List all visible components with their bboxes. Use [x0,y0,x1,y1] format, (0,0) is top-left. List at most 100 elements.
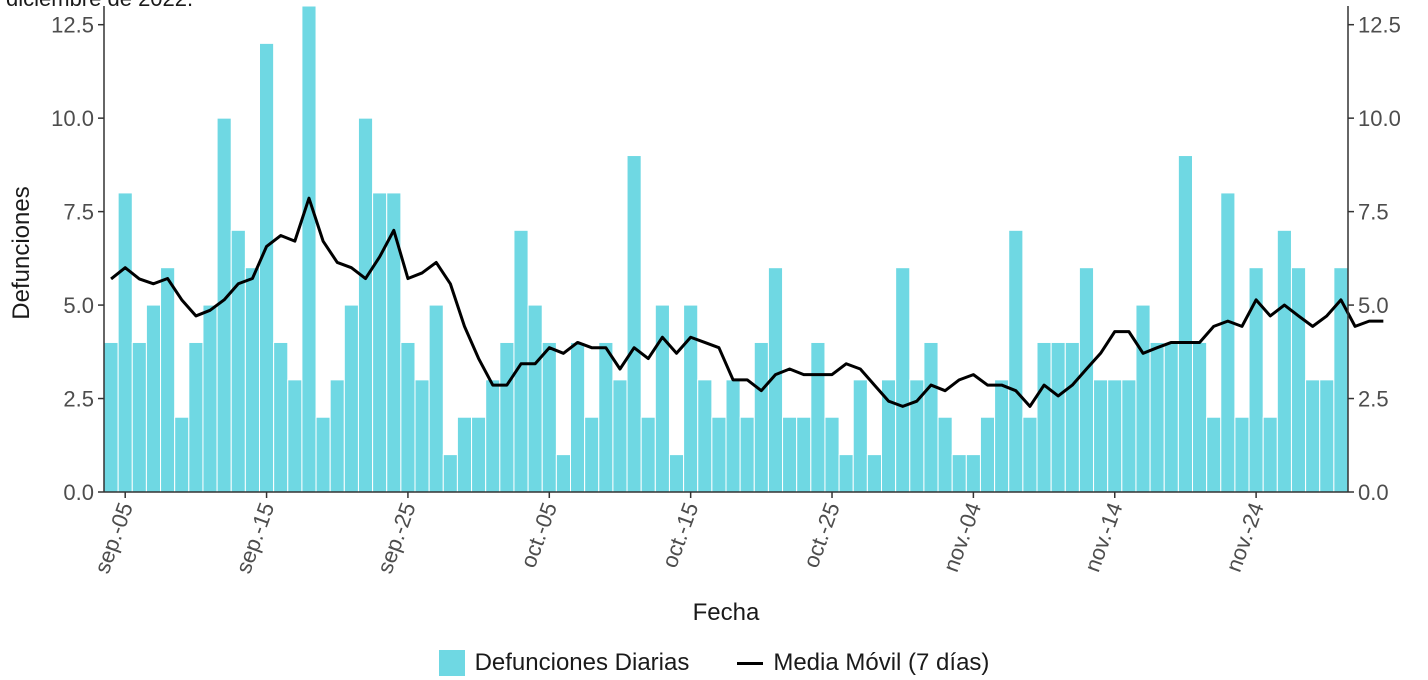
y-tick-label-right: 12.5 [1358,13,1401,38]
bar [1319,379,1335,493]
bar [230,229,246,493]
bar [1276,229,1292,493]
moving-average-line [110,196,1384,408]
bar [824,416,840,493]
bar [994,379,1010,493]
bar [145,304,162,493]
bar [273,341,289,493]
bar [400,341,416,493]
bar [640,416,656,493]
bar [725,379,741,493]
bar [1121,379,1137,493]
moving-average-series [110,196,1384,408]
bar [1305,379,1321,493]
x-tick-label: oct.-05 [515,499,561,571]
bar [711,416,727,493]
bar [1206,416,1222,493]
bar [923,341,939,493]
legend-label-line: Media Móvil (7 días) [773,649,990,676]
bar-series [103,5,1349,493]
bar [937,416,953,493]
legend-swatch-line [737,661,764,665]
bar [301,5,317,493]
y-axis-title: Defunciones [8,186,35,319]
y-tick-label-right: 5.0 [1358,293,1389,318]
bar [485,379,501,493]
bar [372,192,388,493]
bar [259,42,275,493]
bar [541,341,557,493]
bar [796,416,812,493]
bar [1036,341,1052,493]
bar [131,341,147,493]
bar [626,155,642,493]
bar [1290,267,1307,493]
y-tick-label-right: 7.5 [1358,200,1389,225]
legend-item-bars: Defunciones Diarias [438,649,690,677]
y-tick-label-left: 0.0 [63,480,94,505]
bar [1135,304,1151,493]
x-tick-label: sep.-25 [372,499,421,577]
x-tick-label: nov.-04 [938,499,986,575]
bar [852,379,868,493]
bar [697,379,713,493]
bar [1064,341,1080,493]
legend-label-bars: Defunciones Diarias [474,649,690,676]
x-tick-label: nov.-24 [1221,499,1269,575]
bar [1220,192,1236,493]
bar [866,454,882,493]
bar [442,454,458,493]
bar [654,304,670,493]
bar [895,267,911,493]
chart-subtitle: diciembre de 2022. [6,0,193,12]
y-tick-label-left: 10.0 [51,106,94,131]
bar [160,267,176,493]
bar [668,454,685,493]
bar [315,416,331,493]
bar [1177,155,1193,493]
bar [1050,341,1066,493]
legend: Defunciones Diarias Media Móvil (7 días) [0,646,1428,680]
bar [1008,229,1024,493]
bar [357,117,374,493]
bar [1022,416,1038,493]
bar [329,379,345,493]
y-tick-label-left: 5.0 [63,293,94,318]
bar [343,304,359,493]
bar [174,416,190,493]
bar [555,454,571,493]
y-tick-label-right: 0.0 [1358,480,1389,505]
bar [584,416,600,493]
bar [527,304,543,493]
x-axis-title: Fecha [693,599,760,626]
x-tick-label: nov.-14 [1079,499,1127,575]
bar [1192,341,1208,493]
legend-swatch-bars [438,650,465,676]
bar [979,416,996,493]
x-tick-label: oct.-25 [798,499,844,571]
bar [414,379,430,493]
bar [287,379,303,493]
bar [499,341,515,493]
y-tick-label-left: 7.5 [63,200,94,225]
bar [1078,267,1095,493]
bar [951,454,967,493]
bar [428,304,444,493]
bar [753,341,769,493]
bar [612,379,628,493]
bar [1262,416,1278,493]
chart: 0.0 0.0 2.5 2.5 5.0 5.0 7.5 7.5 10.0 10.0 12.5 12.5… [8,5,1401,626]
y-tick-label-right: 2.5 [1358,387,1389,412]
bar [513,229,529,493]
bar [598,341,614,493]
bar [1149,341,1165,493]
bar [739,416,755,493]
y-tick-label-left: 2.5 [63,387,94,412]
bar [782,416,798,493]
bar [456,416,473,493]
bar [1107,379,1123,493]
bar [965,454,981,493]
x-tick-label: sep.-05 [89,499,138,577]
bar [683,304,699,493]
x-tick-label: oct.-15 [657,499,703,571]
